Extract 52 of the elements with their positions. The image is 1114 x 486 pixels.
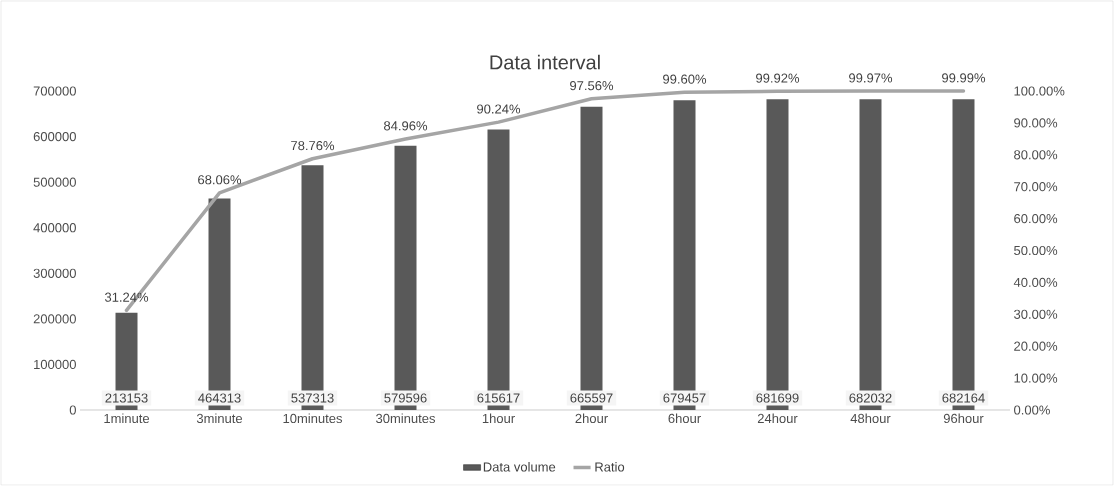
y2-tick-label: 30.00% (1014, 309, 1058, 319)
data-label: 682164 (942, 393, 985, 403)
y2-tick-label: 10.00% (1014, 373, 1058, 383)
data-label: 679457 (663, 393, 706, 403)
y-tick-label: 200000 (33, 314, 76, 324)
x-tick-label: 24hour (757, 413, 798, 424)
x-tick-label: 96hour (943, 413, 984, 424)
y2-tick-label: 40.00% (1013, 277, 1058, 287)
y-tick-label: 300000 (33, 268, 76, 278)
legend-label: Ratio (595, 462, 625, 472)
x-tick-label: 10minutes (283, 413, 343, 424)
data-label: 665597 (570, 393, 613, 403)
y2-tick-label: 60.00% (1014, 213, 1058, 224)
x-tick-label: 30minutes (376, 413, 436, 424)
data-label: 90.24% (477, 104, 521, 114)
y2-tick-label: 0.00% (1014, 405, 1050, 415)
y-tick-label: 100000 (34, 359, 76, 370)
data-label: 681699 (756, 393, 799, 403)
data-label: 99.97% (849, 73, 893, 83)
data-label: 97.56% (570, 81, 614, 91)
data-label: 31.24% (104, 292, 149, 302)
y2-tick-label: 50.00% (1014, 245, 1058, 256)
y-tick-label: 0 (69, 405, 76, 415)
y-tick-label: 500000 (33, 177, 76, 187)
data-label: 537313 (291, 393, 334, 403)
chart-title: Data interval (490, 54, 600, 70)
y-tick-label: 400000 (33, 223, 76, 233)
data-label: 68.06% (198, 175, 242, 185)
data-label: 615617 (477, 393, 520, 403)
data-label: 99.60% (663, 74, 707, 84)
x-tick-label: 1hour (482, 413, 515, 424)
data-label: 84.96% (384, 121, 428, 131)
y2-tick-label: 90.00% (1014, 118, 1058, 128)
data-label: 99.99% (942, 73, 986, 83)
x-tick-label: 48hour (850, 413, 891, 424)
y2-tick-label: 70.00% (1014, 182, 1058, 192)
data-label: 579596 (384, 393, 427, 403)
x-tick-label: 1minute (104, 413, 150, 424)
y-tick-label: 600000 (33, 131, 76, 142)
y2-tick-label: 20.00% (1014, 341, 1058, 351)
x-tick-label: 2hour (575, 413, 608, 424)
data-label: 682032 (849, 393, 892, 403)
y2-tick-label: 80.00% (1014, 150, 1058, 160)
y-tick-label: 700000 (33, 86, 76, 96)
data-label: 213153 (105, 393, 148, 403)
x-tick-label: 3minute (196, 413, 243, 424)
data-label: 99.92% (756, 73, 800, 83)
data-label: 464313 (198, 393, 241, 403)
x-tick-label: 6hour (668, 413, 701, 424)
data-label: 78.76% (291, 141, 335, 151)
legend-label: Data volume (483, 462, 556, 472)
y2-tick-label: 100.00% (1014, 86, 1065, 96)
